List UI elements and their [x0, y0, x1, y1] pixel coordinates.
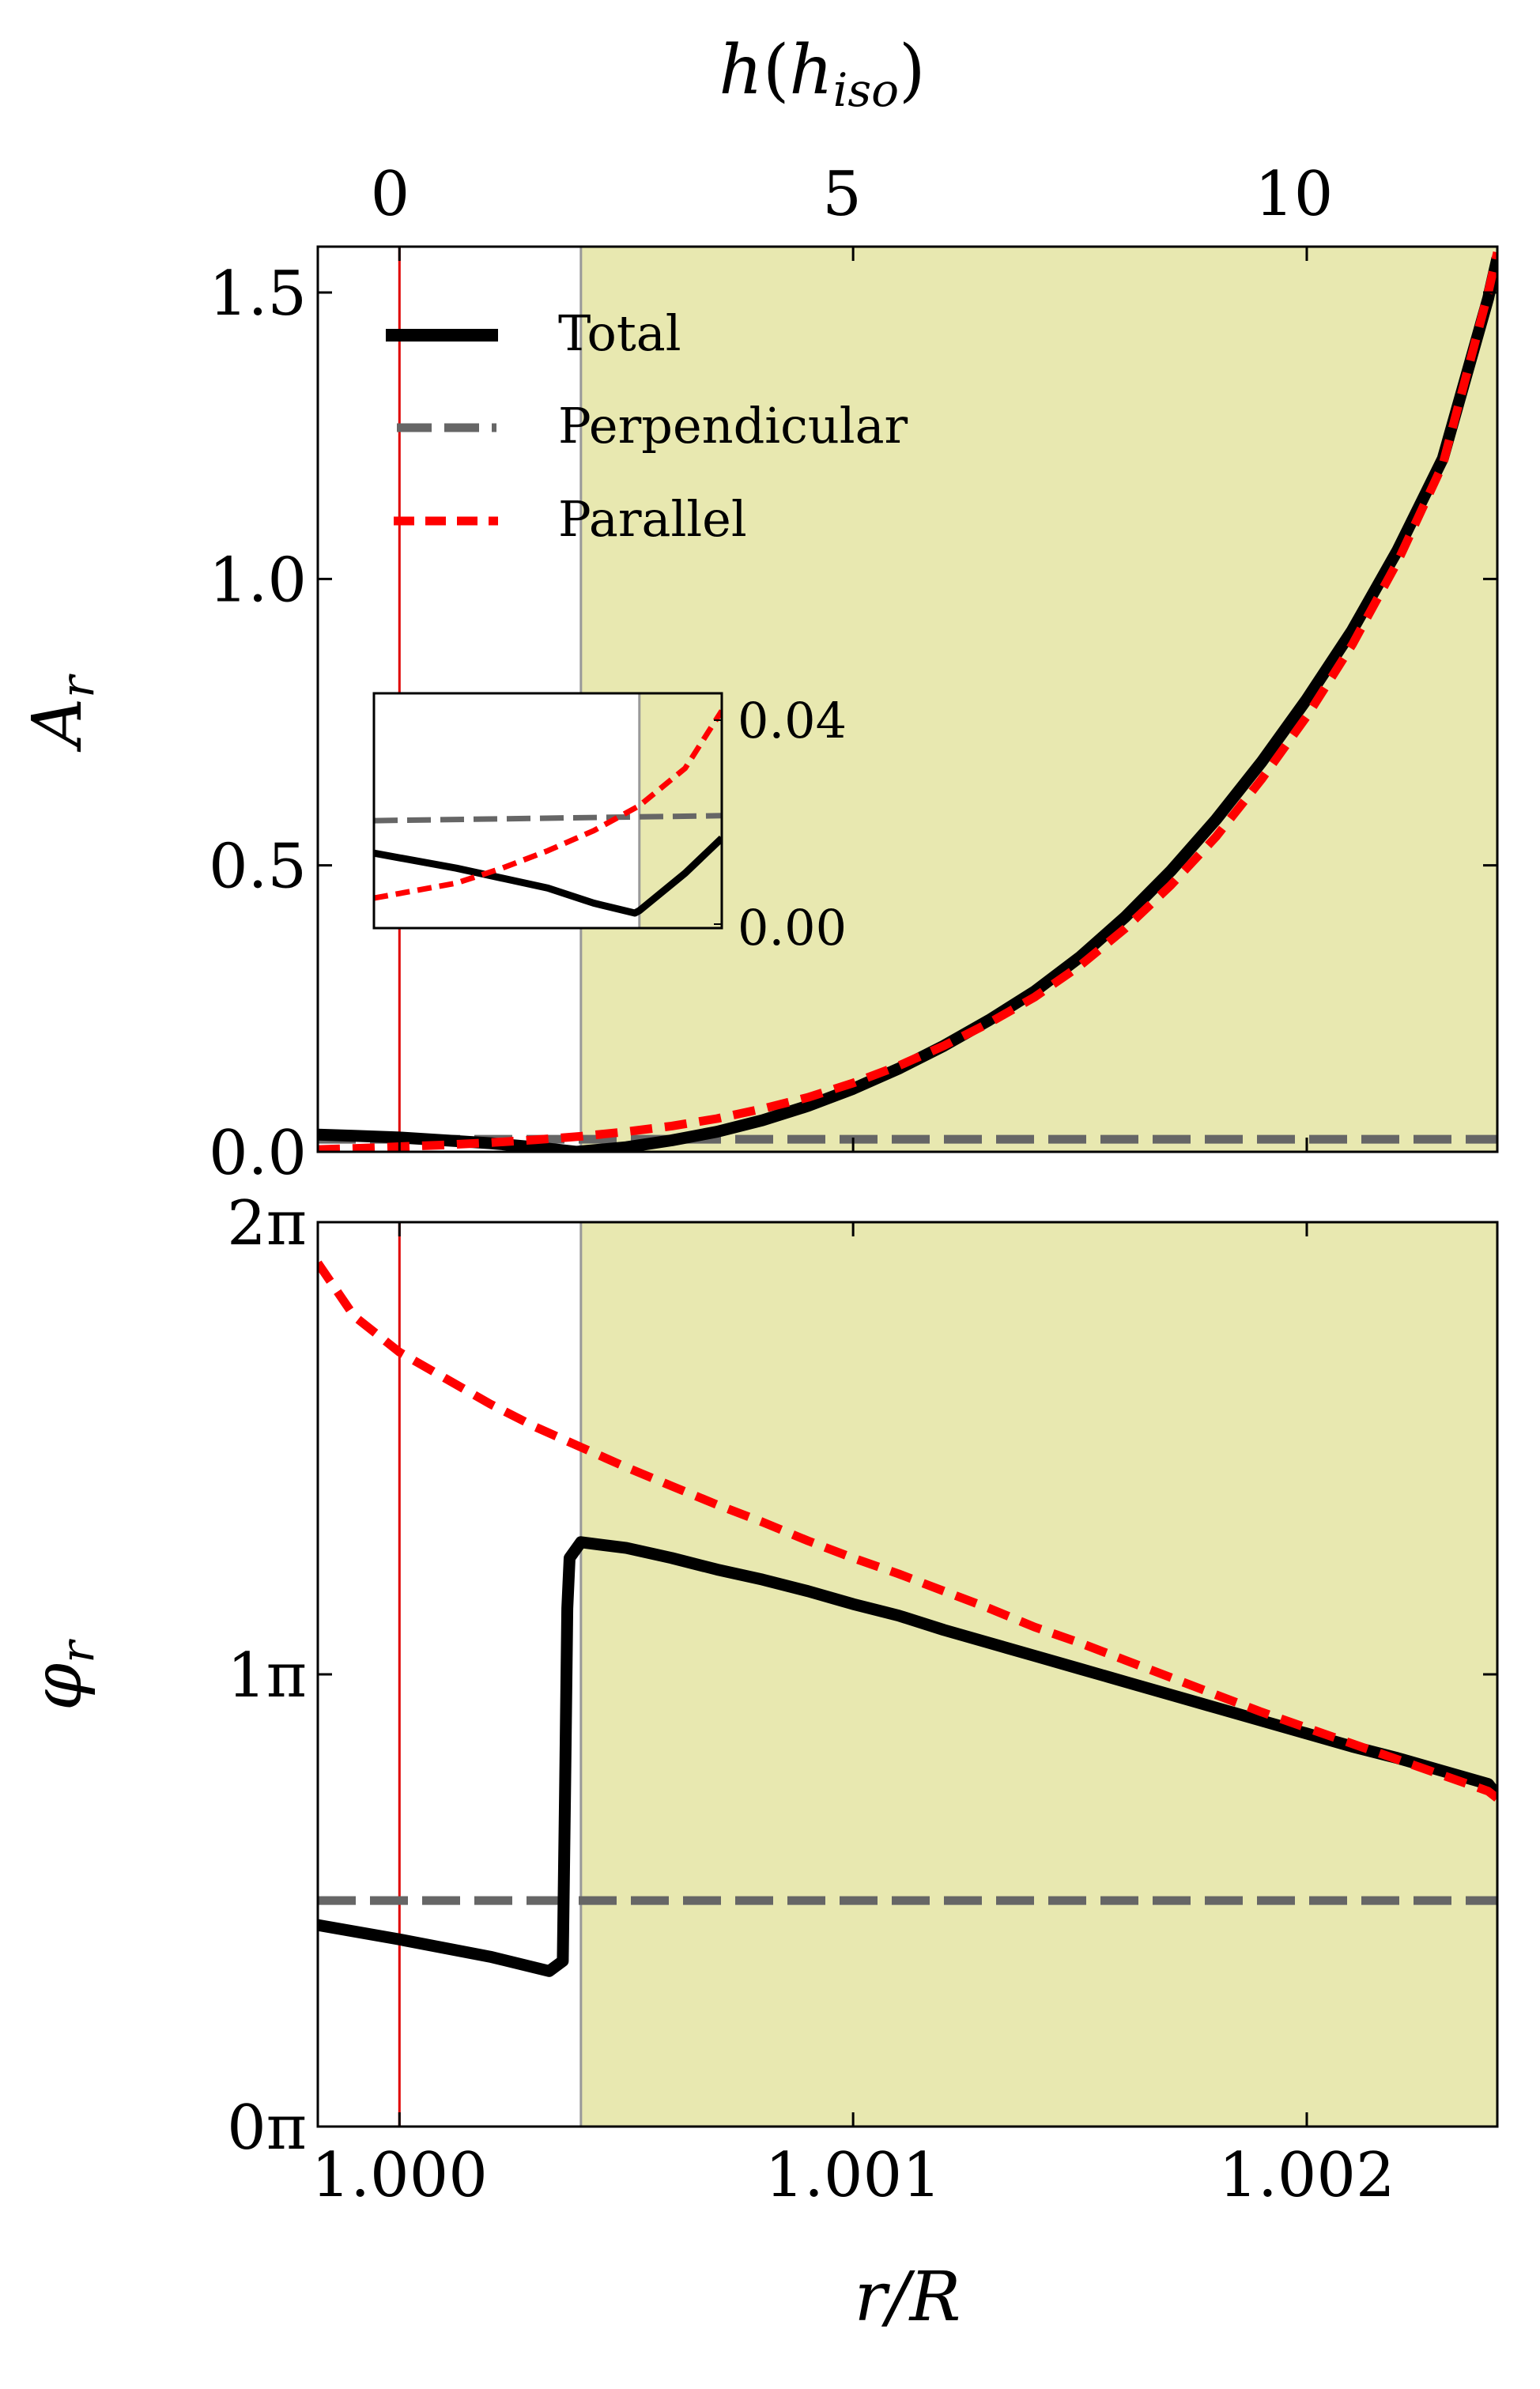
inset-frame	[372, 692, 723, 930]
legend-total-label: Total	[558, 304, 681, 362]
phase-yticks: 0π 1π 2π	[227, 1188, 1497, 2164]
amplitude-ylabel: Ar	[18, 674, 104, 753]
amplitude-yticks: 0.0 0.5 1.0 1.5	[209, 259, 1497, 1189]
phase-total-series	[318, 1536, 1497, 1977]
isothermal-shaded-region	[580, 247, 1497, 1152]
legend-perpendicular-label: Perpendicular	[558, 397, 908, 455]
phase-xticks: 1.000 1.001 1.002	[311, 1222, 1395, 2211]
amplitude-ytick-label: 0.5	[209, 832, 307, 903]
phase-xtick-label: 1.001	[764, 2140, 941, 2211]
phase-xtick-label: 1.002	[1218, 2140, 1395, 2211]
phase-ytick-label: 2π	[227, 1188, 307, 1259]
top-axis-tick-label: 10	[1255, 159, 1333, 230]
amplitude-ytick-label: 1.5	[209, 259, 307, 330]
inset-parallel-series	[374, 709, 722, 901]
legend-parallel-label: Parallel	[558, 490, 747, 548]
top-axis-tick-label: 0	[371, 159, 410, 230]
phase-ylabel: φr	[18, 1639, 104, 1711]
phase-panel: 0π 1π 2π 1.000 1.001 1.002 φr	[18, 1188, 1499, 2211]
phase-ytick-label: 0π	[227, 2093, 307, 2164]
top-axis-tick-label: 5	[822, 159, 862, 230]
top-axis-ticks: 0 5 10	[371, 159, 1334, 230]
phase-ytick-label: 1π	[227, 1640, 307, 1712]
x-axis-label: r/R	[855, 2258, 961, 2337]
amplitude-ytick-label: 1.0	[209, 545, 307, 616]
top-axis-label: h(hiso)	[719, 31, 925, 117]
inset-total-series	[374, 836, 722, 917]
phase-xtick-label: 1.000	[311, 2140, 488, 2211]
legend: Total Perpendicular Parallel	[386, 304, 908, 548]
inset-perpendicular-series	[374, 813, 722, 824]
amplitude-ytick-label: 0.0	[209, 1118, 307, 1189]
amplitude-xticks	[398, 247, 1308, 1152]
amplitude-plot-frame	[316, 245, 1499, 1153]
inset-ytick-bottom: 0.00	[738, 899, 847, 957]
inset-ytick-top: 0.04	[738, 692, 847, 749]
amplitude-panel: 0.0 0.5 1.0 1.5 Ar Total Perpendicular Para…	[18, 245, 1499, 1189]
amplitude-parallel-series	[318, 251, 1497, 1152]
inset: 0.04 0.00	[372, 692, 847, 957]
phase-parallel-series	[318, 1260, 1497, 1802]
isothermal-shaded-region-bottom	[580, 1222, 1497, 2127]
